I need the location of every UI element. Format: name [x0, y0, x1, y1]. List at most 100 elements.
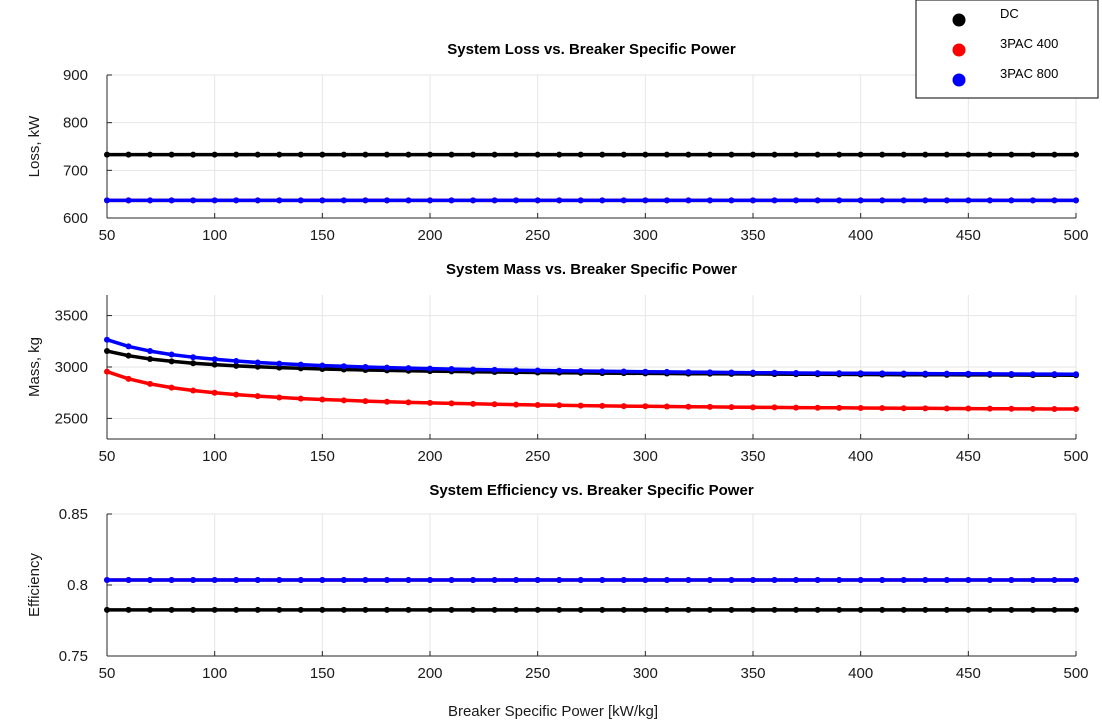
- data-point: [233, 151, 240, 158]
- x-tick-label: 400: [848, 227, 873, 244]
- y-tick-label: 3000: [55, 359, 88, 376]
- data-point: [448, 197, 455, 204]
- data-point: [642, 197, 649, 204]
- y-axis-label: Loss, kW: [26, 115, 43, 178]
- data-point: [168, 351, 175, 358]
- data-point: [427, 365, 433, 372]
- data-point: [1073, 606, 1079, 613]
- data-point: [1051, 151, 1058, 158]
- data-point: [233, 197, 240, 204]
- data-point: [276, 577, 283, 584]
- data-point: [513, 151, 520, 158]
- data-point: [168, 358, 175, 365]
- data-point: [1029, 371, 1036, 378]
- data-point: [168, 197, 175, 204]
- data-point: [663, 577, 670, 584]
- y-tick-label: 700: [63, 162, 88, 179]
- y-tick-label: 900: [63, 67, 88, 84]
- x-tick-label: 500: [1063, 665, 1088, 682]
- data-point: [448, 577, 455, 584]
- data-point: [1073, 577, 1079, 584]
- data-point: [147, 606, 154, 613]
- data-point: [728, 577, 735, 584]
- y-tick-label: 600: [63, 210, 88, 227]
- legend-marker: [952, 73, 966, 87]
- data-point: [857, 606, 864, 613]
- data-point: [642, 151, 649, 158]
- data-point: [427, 577, 433, 584]
- data-point: [793, 151, 800, 158]
- data-point: [254, 359, 261, 366]
- legend-marker: [952, 13, 966, 27]
- data-point: [986, 606, 993, 613]
- data-point: [943, 405, 950, 412]
- data-point: [340, 197, 347, 204]
- data-point: [125, 606, 132, 613]
- data-point: [491, 151, 498, 158]
- data-point: [1008, 151, 1015, 158]
- data-point: [211, 361, 218, 368]
- legend: DC 3PAC 400 3PAC 800: [915, 0, 1099, 99]
- series-3pac-800: [104, 336, 1079, 378]
- data-point: [211, 577, 218, 584]
- data-point: [620, 368, 627, 375]
- data-point: [147, 380, 154, 387]
- data-point: [297, 395, 304, 402]
- data-point: [362, 606, 369, 613]
- data-point: [620, 403, 627, 410]
- data-point: [297, 361, 304, 368]
- data-point: [922, 577, 929, 584]
- data-point: [922, 405, 929, 412]
- data-point: [663, 606, 670, 613]
- data-point: [427, 606, 433, 613]
- chart-panels: 50 100 150 200 250 300 350 400 450 500 600 700 800 90…: [26, 41, 1089, 682]
- data-point: [599, 368, 606, 375]
- data-point: [900, 606, 907, 613]
- data-point: [814, 577, 821, 584]
- data-point: [663, 403, 670, 410]
- data-point: [534, 401, 541, 408]
- data-point: [233, 391, 240, 398]
- data-point: [297, 151, 304, 158]
- data-point: [1008, 606, 1015, 613]
- data-point: [297, 577, 304, 584]
- data-point: [750, 369, 756, 376]
- x-tick-label: 250: [525, 665, 550, 682]
- data-point: [104, 151, 110, 158]
- data-point: [340, 363, 347, 370]
- chart-panel-1: 50 100 150 200 250 300 350 400 450 500 600 700 800 90…: [26, 41, 1089, 244]
- data-point: [1008, 197, 1015, 204]
- data-point: [620, 197, 627, 204]
- data-point: [427, 197, 433, 204]
- data-point: [233, 358, 240, 365]
- data-point: [254, 363, 261, 370]
- data-point: [814, 404, 821, 411]
- data-point: [147, 348, 154, 355]
- data-point: [1073, 405, 1079, 412]
- data-point: [147, 197, 154, 204]
- data-point: [577, 606, 584, 613]
- data-point: [836, 370, 843, 377]
- data-point: [362, 577, 369, 584]
- data-point: [599, 577, 606, 584]
- data-point: [125, 197, 132, 204]
- data-point: [125, 375, 132, 382]
- data-point: [879, 405, 886, 412]
- data-point: [1051, 197, 1058, 204]
- data-point: [125, 577, 132, 584]
- data-point: [319, 606, 326, 613]
- data-point: [211, 197, 218, 204]
- data-point: [1029, 151, 1036, 158]
- data-point: [340, 606, 347, 613]
- data-point: [168, 384, 175, 391]
- y-tick-label: 0.85: [59, 506, 88, 523]
- data-point: [190, 387, 197, 394]
- legend-label: 3PAC 400: [1000, 36, 1058, 51]
- data-point: [491, 366, 498, 373]
- data-point: [965, 405, 972, 412]
- series-line: [106, 338, 1077, 376]
- data-point: [965, 151, 972, 158]
- data-point: [470, 606, 477, 613]
- data-point: [943, 606, 950, 613]
- data-point: [254, 151, 261, 158]
